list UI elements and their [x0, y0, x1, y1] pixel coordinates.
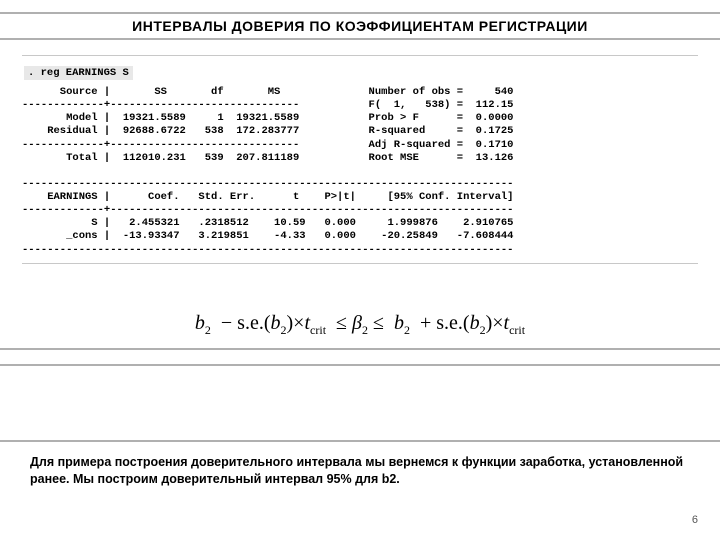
ci-formula: b2 − s.e.(b2)×tcrit ≤ β2 ≤ b2 + s.e.(b2)… — [0, 312, 720, 338]
caption-area: Для примера построения доверительного ин… — [0, 440, 720, 488]
slide-title: ИНТЕРВАЛЫ ДОВЕРИЯ ПО КОЭФФИЦИЕНТАМ РЕГИС… — [0, 18, 720, 34]
stata-output: Source | SS df MS Number of obs = 540 --… — [22, 86, 698, 257]
caption-text: Для примера построения доверительного ин… — [30, 454, 690, 488]
stata-command: . reg EARNINGS S — [24, 66, 133, 80]
stata-block: . reg EARNINGS S Source | SS df MS Numbe… — [22, 55, 698, 264]
page-number: 6 — [692, 514, 698, 526]
mid-divider — [0, 348, 720, 366]
slide: ИНТЕРВАЛЫ ДОВЕРИЯ ПО КОЭФФИЦИЕНТАМ РЕГИС… — [0, 0, 720, 540]
title-band: ИНТЕРВАЛЫ ДОВЕРИЯ ПО КОЭФФИЦИЕНТАМ РЕГИС… — [0, 12, 720, 40]
